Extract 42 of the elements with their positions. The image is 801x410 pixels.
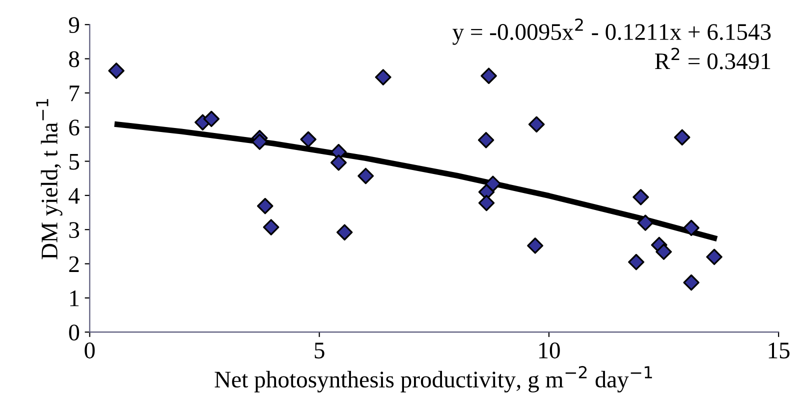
point [683, 274, 700, 291]
point [375, 69, 392, 86]
y-tick-label: 3 [69, 222, 80, 238]
point [656, 244, 672, 260]
point [706, 248, 722, 266]
x-tick-label: 10 [539, 342, 560, 358]
point [478, 194, 495, 212]
y-tick-label: 4 [68, 188, 80, 204]
point [336, 224, 353, 240]
y-tick-label: 2 [69, 256, 79, 272]
y-tick-label: 0 [69, 324, 80, 341]
x-tick-label: 15 [768, 342, 790, 358]
y-tick-label: 8 [69, 51, 80, 68]
point [528, 116, 545, 132]
point [484, 176, 502, 192]
annotation: y = -0.0095x$^{2}$ - 0.1211x + 6.1543 [452, 18, 771, 45]
point [330, 154, 347, 171]
point [252, 134, 268, 150]
y-tick-label: 5 [70, 154, 80, 170]
point [300, 131, 316, 148]
y-tick-label: 1 [70, 290, 79, 306]
point [683, 220, 700, 236]
annotation: R$^{2}$ = 0.3491 [655, 48, 770, 70]
point [262, 219, 280, 236]
point [478, 132, 494, 148]
point [674, 129, 690, 146]
point [628, 254, 644, 270]
point [480, 68, 497, 84]
point [637, 214, 654, 231]
y-axis-title: DM yield, t ha$^{−1}$ [36, 99, 62, 260]
y-tick-label: 9 [68, 17, 80, 34]
point [527, 238, 544, 254]
point [358, 168, 374, 184]
point [108, 62, 124, 79]
x-axis-title: Net photosynthesis productivity, g m$^{−2}$ day$^{−1}$ [214, 366, 652, 392]
point [203, 110, 220, 128]
y-tick-label: 7 [70, 86, 80, 102]
x-tick-label: 0 [84, 342, 95, 358]
y-tick-label: 6 [69, 120, 80, 136]
point [257, 198, 274, 214]
point [632, 189, 649, 206]
x-tick-label: 5 [314, 342, 324, 358]
